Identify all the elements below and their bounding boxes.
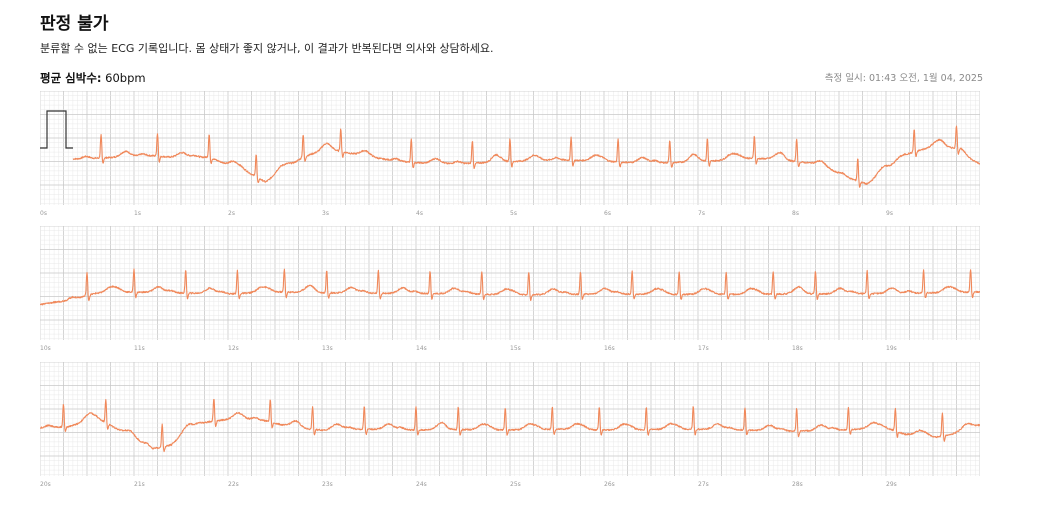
time-tick-label: 21s (134, 481, 145, 488)
ecg-grid (40, 362, 980, 476)
time-tick-label: 6s (604, 210, 611, 217)
time-tick-label: 28s (792, 481, 803, 488)
time-tick-label: 14s (416, 345, 427, 352)
calibration-pulse (40, 110, 73, 149)
heart-rate-label: 평균 심박수: (40, 71, 102, 85)
time-tick-label: 4s (416, 210, 423, 217)
time-tick-label: 10s (40, 345, 51, 352)
time-tick-label: 20s (40, 481, 51, 488)
time-tick-label: 5s (510, 210, 517, 217)
time-tick-label: 29s (886, 481, 897, 488)
ecg-strip-1: 0s 1s 2s 3s 4s 5s 6s 7s 8s 9s (40, 91, 980, 223)
ecg-trace (40, 398, 980, 453)
ecg-strip-2-chart: 10s 11s 12s 13s 14s 15s 16s 17s 18s 19s (40, 226, 980, 352)
time-tick-label: 24s (416, 481, 427, 488)
result-description: 분류할 수 없는 ECG 기록입니다. 몸 상태가 좋지 않거나, 이 결과가 … (40, 42, 494, 55)
ecg-strip-1-chart: 0s 1s 2s 3s 4s 5s 6s 7s 8s 9s (40, 91, 980, 217)
recorded-datetime: 측정 일시: 01:43 오전, 1월 04, 2025 (824, 73, 983, 84)
ecg-strip-3-chart: 20s 21s 22s 23s 24s 25s 26s 27s 28s 29s (40, 362, 980, 488)
result-title: 판정 불가 (40, 14, 109, 34)
ecg-strip-2: 10s 11s 12s 13s 14s 15s 16s 17s 18s 19s (40, 226, 980, 358)
average-heart-rate: 평균 심박수: 60bpm (40, 70, 146, 86)
time-tick-label: 11s (134, 345, 145, 352)
time-tick-label: 19s (886, 345, 897, 352)
time-tick-label: 7s (698, 210, 705, 217)
time-tick-label: 18s (792, 345, 803, 352)
ecg-grid (40, 91, 980, 205)
time-tick-label: 9s (886, 210, 893, 217)
time-tick-label: 25s (510, 481, 521, 488)
time-tick-label: 2s (228, 210, 235, 217)
ecg-strip-3: 20s 21s 22s 23s 24s 25s 26s 27s 28s 29s (40, 362, 980, 494)
ecg-trace (40, 268, 980, 306)
time-tick-label: 27s (698, 481, 709, 488)
time-tick-label: 16s (604, 345, 615, 352)
ecg-trace (72, 125, 980, 188)
time-tick-label: 13s (322, 345, 333, 352)
time-tick-label: 0s (40, 210, 47, 217)
ecg-grid (40, 226, 980, 340)
time-tick-label: 15s (510, 345, 521, 352)
heart-rate-value: 60bpm (105, 71, 146, 85)
time-tick-label: 23s (322, 481, 333, 488)
time-tick-label: 17s (698, 345, 709, 352)
time-tick-label: 3s (322, 210, 329, 217)
time-tick-label: 12s (228, 345, 239, 352)
time-tick-label: 1s (134, 210, 141, 217)
time-tick-label: 26s (604, 481, 615, 488)
time-tick-label: 22s (228, 481, 239, 488)
time-tick-label: 8s (792, 210, 799, 217)
